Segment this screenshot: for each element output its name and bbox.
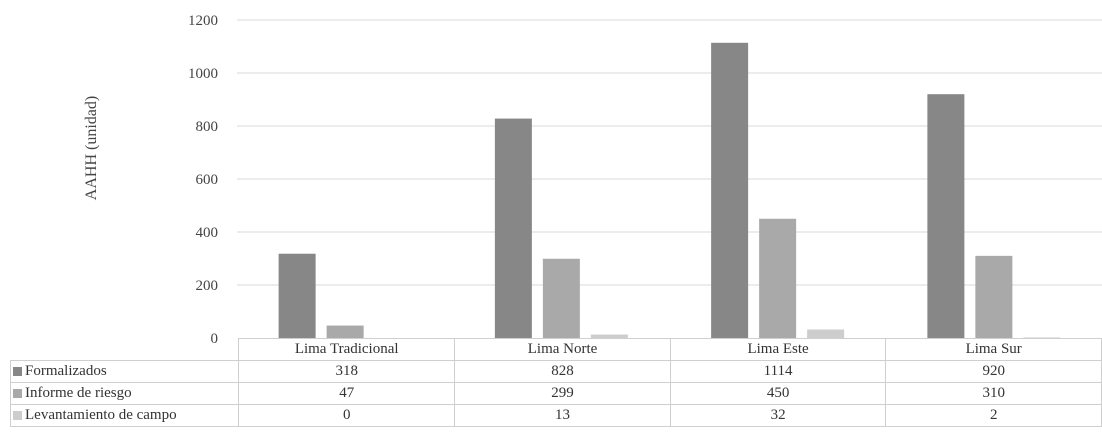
category-header: Lima Sur: [885, 338, 1102, 361]
data-label: 32: [669, 404, 887, 427]
y-tick-label: 600: [196, 172, 219, 188]
data-label: 2: [885, 404, 1102, 427]
y-tick-label: 200: [196, 278, 219, 294]
legend-label: Formalizados: [25, 363, 107, 379]
data-label: 318: [238, 360, 456, 383]
data-label: 920: [885, 360, 1102, 383]
bar: [759, 218, 797, 338]
data-label: 828: [454, 360, 671, 383]
gridlines: [237, 19, 1102, 286]
data-label: 310: [885, 382, 1102, 405]
table-row-formalizados: Formalizados 318 828 1114 920: [9, 360, 1102, 383]
bar: [590, 334, 628, 338]
bar: [494, 118, 532, 338]
bar: [927, 94, 965, 338]
table-row-informe: Informe de riesgo 47 299 450 310: [9, 382, 1102, 405]
y-tick-label: 1000: [188, 66, 218, 82]
y-tick-label: 1200: [188, 13, 218, 29]
table-corner: [10, 338, 240, 361]
legend-entry: Informe de riesgo: [9, 382, 240, 405]
data-label: 47: [238, 382, 456, 405]
legend-swatch: [13, 367, 22, 377]
bar: [807, 329, 845, 338]
category-header: Lima Norte: [454, 338, 671, 361]
data-label: 450: [669, 382, 887, 405]
legend-label: Levantamiento de campo: [25, 407, 177, 423]
legend-swatch: [13, 389, 22, 399]
legend-entry: Formalizados: [9, 360, 240, 383]
data-label: 13: [454, 404, 671, 427]
y-axis-label: AAHH (unidad): [83, 96, 100, 200]
bar: [975, 255, 1013, 338]
bar: [711, 42, 749, 338]
bars: [278, 42, 1061, 338]
data-label: 1114: [669, 360, 887, 383]
data-label: 0: [238, 404, 456, 427]
bar: [542, 258, 580, 338]
legend-label: Informe de riesgo: [25, 385, 132, 401]
bar: [1023, 337, 1061, 338]
table-row-levantamiento: Levantamiento de campo 0 13 32 2: [9, 404, 1102, 427]
bar: [278, 253, 316, 338]
category-header: Lima Tradicional: [238, 338, 456, 361]
legend-entry: Levantamiento de campo: [9, 404, 240, 427]
data-label: 299: [454, 382, 671, 405]
data-table: Lima Tradicional Lima Norte Lima Este Li…: [9, 338, 1102, 427]
y-tick-label: 800: [196, 119, 219, 135]
category-header: Lima Este: [669, 338, 887, 361]
legend-swatch: [13, 411, 22, 421]
bar: [326, 325, 364, 338]
y-tick-label: 400: [196, 225, 219, 241]
table-header-row: Lima Tradicional Lima Norte Lima Este Li…: [10, 338, 1102, 361]
